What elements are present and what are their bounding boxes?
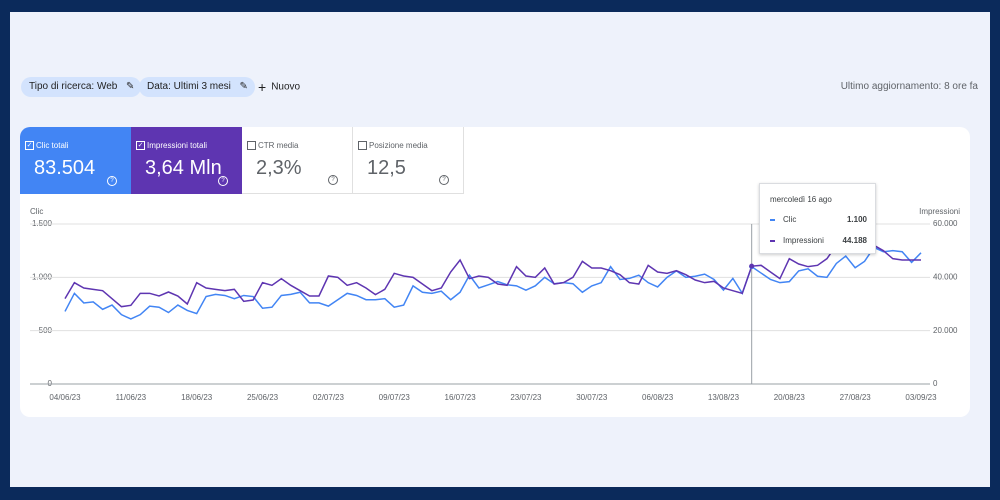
x-tick-label: 03/09/23 xyxy=(905,393,937,402)
series-line xyxy=(64,237,921,308)
tooltip-value: 1.100 xyxy=(846,215,867,224)
x-tick-label: 11/06/23 xyxy=(116,393,147,402)
filter-chip[interactable]: Data: Ultimi 3 mesi xyxy=(139,77,255,97)
x-tick-label: 02/07/23 xyxy=(313,393,345,402)
metric-value: 83.504 xyxy=(34,157,96,179)
help-icon: ? xyxy=(328,175,338,185)
metric-tile[interactable]: Posizione media 12,5? xyxy=(353,127,464,194)
legend-swatch xyxy=(770,239,775,242)
help-icon: ? xyxy=(218,176,228,186)
y2-axis-label: Impressioni xyxy=(919,207,960,216)
tooltip-row: Impressioni 44.188 xyxy=(770,236,867,245)
metric-tile[interactable]: ✓ Impressioni totali 3,64 Mln? xyxy=(131,127,242,194)
metric-value: 12,5 xyxy=(367,157,406,179)
x-tick-label: 16/07/23 xyxy=(445,393,477,402)
metric-label: Impressioni totali xyxy=(147,141,208,150)
x-tick-label: 30/07/23 xyxy=(576,393,608,402)
checkbox: ✓ xyxy=(136,141,145,150)
hover-dot xyxy=(749,263,755,269)
x-tick-label: 09/07/23 xyxy=(379,393,411,402)
last-update: Ultimo aggiornamento: 8 ore fa xyxy=(840,81,978,92)
tooltip-value: 44.188 xyxy=(842,236,867,245)
tooltip: mercoledì 16 ago Clic 1.100 Impressioni 44.… xyxy=(759,183,876,254)
metric-label: Clic totali xyxy=(36,141,69,150)
legend-swatch xyxy=(770,218,775,221)
tick-label: 60.000 xyxy=(933,219,958,228)
metric-value: 3,64 Mln xyxy=(145,157,222,179)
x-tick-label: 06/08/23 xyxy=(642,393,674,402)
x-tick-label: 20/08/23 xyxy=(774,393,806,402)
tick-label: 0 xyxy=(933,379,938,388)
help-icon: ? xyxy=(439,175,449,185)
legend-label: Impressioni xyxy=(783,236,824,245)
x-tick-label: 27/08/23 xyxy=(840,393,872,402)
x-tick-label: 25/06/23 xyxy=(247,393,279,402)
help-icon: ? xyxy=(107,176,117,186)
checkbox: ✓ xyxy=(25,141,34,150)
x-tick-label: 13/08/23 xyxy=(708,393,740,402)
x-tick-label: 23/07/23 xyxy=(510,393,542,402)
metric-tile[interactable]: ✓ Clic totali 83.504? xyxy=(20,127,131,194)
tick-label: 20.000 xyxy=(933,326,958,335)
new-button[interactable]: + Nuovo xyxy=(258,79,301,95)
y-axis-label: Clic xyxy=(30,207,43,216)
x-tick-label: 04/06/23 xyxy=(49,393,81,402)
filter-chip[interactable]: Tipo di ricerca: Web xyxy=(21,77,142,97)
metric-tile[interactable]: CTR media 2,3%? xyxy=(242,127,353,194)
x-tick-label: 18/06/23 xyxy=(181,393,213,402)
metric-value: 2,3% xyxy=(256,157,302,179)
tooltip-row: Clic 1.100 xyxy=(770,215,867,224)
metric-label: CTR media xyxy=(258,141,299,150)
checkbox xyxy=(247,141,256,150)
tick-label: 40.000 xyxy=(933,272,958,281)
legend-label: Clic xyxy=(783,215,797,224)
new-label: Nuovo xyxy=(271,81,301,93)
series-line xyxy=(64,246,922,320)
checkbox xyxy=(358,141,367,150)
metric-label: Posizione media xyxy=(369,141,428,150)
tooltip-title: mercoledì 16 ago xyxy=(770,195,832,204)
